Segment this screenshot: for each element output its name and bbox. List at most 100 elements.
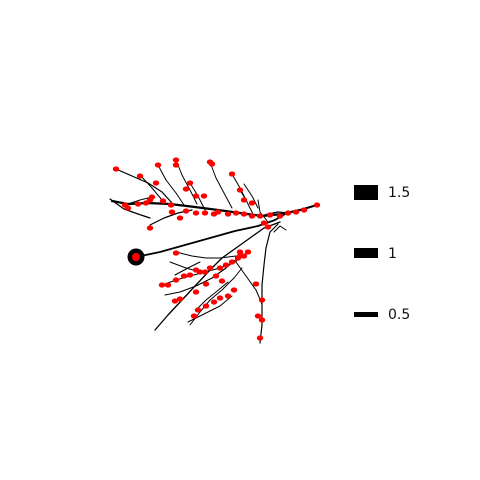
branch-node — [192, 289, 200, 295]
branch-segment — [109, 198, 151, 219]
branch-node — [112, 166, 120, 172]
branch-segment — [157, 164, 185, 206]
branch-node — [200, 193, 208, 199]
branch-node — [214, 209, 222, 215]
branch-node — [222, 262, 230, 268]
branch-node — [152, 180, 160, 186]
branch-node — [182, 208, 190, 214]
branch-node — [202, 303, 210, 309]
branch-node — [171, 298, 179, 304]
branch-node — [146, 225, 154, 231]
branch-node — [202, 281, 210, 287]
branch-node — [172, 162, 180, 168]
branch-nodes — [112, 157, 321, 341]
branch-node — [260, 220, 268, 226]
legend-label-0.5: 0.5 — [388, 307, 410, 323]
branch-node — [206, 265, 214, 271]
branch-node — [216, 295, 224, 301]
branch-segment — [235, 261, 263, 305]
branch-node — [254, 313, 262, 319]
branch-node — [210, 299, 218, 305]
branch-node — [252, 281, 260, 287]
branch-node — [240, 253, 248, 259]
branch-node — [158, 282, 166, 288]
branch-segment — [174, 261, 201, 276]
branch-node — [164, 282, 172, 288]
branch-node — [196, 269, 204, 275]
branch-segment — [139, 174, 163, 201]
branch-node — [313, 202, 321, 208]
branch-node — [256, 213, 264, 219]
branch-node — [230, 287, 238, 293]
branch-node — [201, 210, 209, 216]
branch-segment — [257, 199, 269, 223]
branch-node — [192, 210, 200, 216]
branch-node — [212, 273, 220, 279]
branch-node — [172, 277, 180, 283]
legend-swatch-1 — [354, 248, 378, 258]
branch-node — [154, 162, 162, 168]
branch-node — [186, 272, 194, 278]
branch-node — [176, 215, 184, 221]
branch-node — [240, 197, 248, 203]
branch-node — [300, 207, 308, 213]
root-node — [127, 248, 145, 266]
branch-node — [276, 213, 284, 219]
branch-node — [236, 187, 244, 193]
branch-segment — [175, 251, 237, 259]
branch-node — [172, 157, 180, 163]
branch-node — [232, 210, 240, 216]
branch-node — [194, 307, 202, 313]
branch-node — [201, 269, 209, 275]
branch-node — [266, 212, 274, 218]
branch-node — [256, 335, 264, 341]
branch-segment — [273, 225, 287, 233]
width-legend: 1.5 1 0.5 — [354, 185, 410, 323]
branch-node — [168, 209, 176, 215]
legend-swatch-0.5 — [354, 312, 378, 317]
branch-node — [224, 293, 232, 299]
branch-node — [234, 255, 242, 261]
branch-node — [136, 173, 144, 179]
branch-node — [148, 194, 156, 200]
legend-label-1: 1 — [388, 246, 397, 262]
branch-node — [258, 297, 266, 303]
branch-node — [208, 161, 216, 167]
branch-node — [264, 224, 272, 230]
legend-label-1.5: 1.5 — [388, 185, 410, 201]
branch-node — [292, 209, 300, 215]
branch-node — [182, 186, 190, 192]
branch-node — [190, 313, 198, 319]
branch-node — [248, 200, 256, 206]
legend-swatch-1.5 — [354, 185, 378, 200]
branch-node — [167, 202, 175, 208]
branch-node — [159, 198, 167, 204]
branch-node — [218, 278, 226, 284]
branch-segment — [209, 161, 233, 209]
branch-node — [258, 317, 266, 323]
branch-segment — [154, 221, 281, 331]
branch-node — [244, 249, 252, 255]
branch-node — [240, 211, 248, 217]
branch-node — [134, 201, 142, 207]
branch-node — [176, 296, 184, 302]
branch-node — [224, 211, 232, 217]
branch-node — [186, 180, 194, 186]
branch-node — [248, 213, 256, 219]
branch-node — [228, 171, 236, 177]
branch-node — [192, 193, 200, 199]
branch-segment — [135, 213, 286, 258]
branch-node — [236, 249, 244, 255]
branch-node — [228, 259, 236, 265]
branch-node — [284, 210, 292, 216]
branch-node — [180, 273, 188, 279]
branch-segment — [195, 281, 229, 311]
branch-node — [124, 205, 132, 211]
branch-segment — [243, 183, 259, 209]
branch-node — [216, 265, 224, 271]
branch-segment — [189, 267, 243, 326]
branch-node — [172, 250, 180, 256]
root-node-center — [132, 253, 140, 261]
